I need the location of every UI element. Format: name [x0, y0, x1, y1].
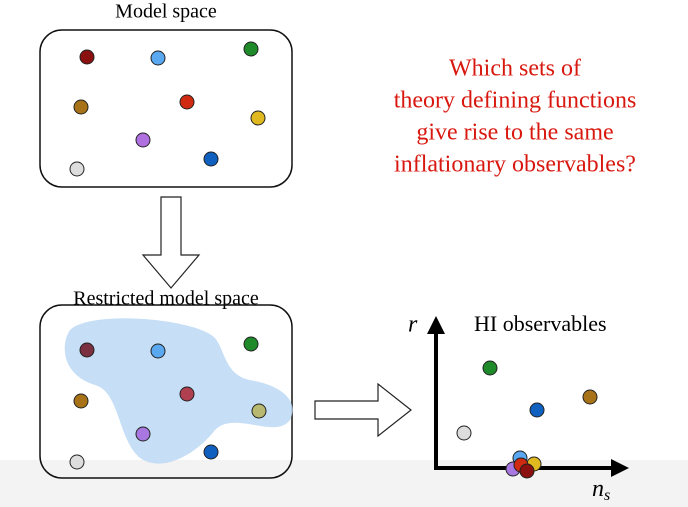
- y-axis-label: r: [408, 312, 418, 338]
- x-axis-label-subscript: s: [604, 487, 610, 504]
- question-line: theory defining functions: [394, 88, 637, 114]
- question: Which sets of theory defining functions …: [394, 56, 637, 178]
- plot-title: HI observables: [474, 311, 607, 336]
- restricted-space-box: [39, 304, 293, 479]
- right-arrow: [314, 382, 412, 438]
- top-panel-label: Model space: [115, 1, 217, 23]
- bottom-panel-label: Restricted model space: [73, 288, 259, 310]
- model-points: [69, 41, 266, 177]
- restricted-region: [64, 318, 293, 464]
- x-axis-label: ns: [592, 476, 610, 504]
- question-line: inflationary observables?: [394, 152, 636, 178]
- observable-points: [456, 360, 598, 479]
- x-axis-label-main: n: [592, 476, 604, 502]
- question-line: give rise to the same: [416, 120, 613, 146]
- restricted-points: [69, 336, 267, 470]
- question-line: Which sets of: [449, 56, 581, 82]
- model-space-box: [39, 29, 293, 188]
- observables-axes: [427, 316, 629, 477]
- down-arrow: [141, 196, 201, 289]
